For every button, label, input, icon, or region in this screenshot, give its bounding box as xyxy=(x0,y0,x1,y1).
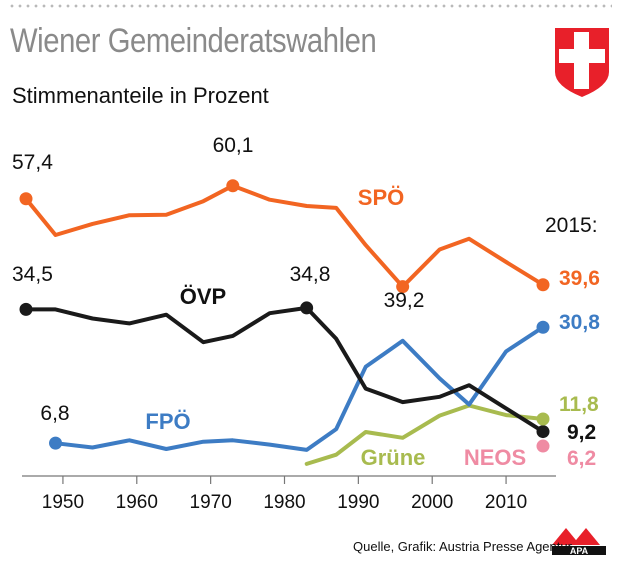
data-label: 34,8 xyxy=(290,263,331,286)
year-marker-label: 2015: xyxy=(545,214,598,237)
data-point-spoe xyxy=(19,192,33,206)
series-label: NEOS xyxy=(464,445,526,470)
data-point-fpoe xyxy=(49,436,63,450)
data-label: 11,8 xyxy=(559,393,599,416)
data-label: 30,8 xyxy=(559,311,600,334)
series-label: FPÖ xyxy=(145,409,190,434)
svg-text:APA: APA xyxy=(570,546,589,556)
data-point-spoe xyxy=(536,278,550,292)
data-point-spoe xyxy=(226,179,240,193)
source-credit: Quelle, Grafik: Austria Presse Agentur xyxy=(353,539,572,554)
data-label: 57,4 xyxy=(12,151,53,174)
data-point-neos xyxy=(536,439,550,453)
data-point-gruene xyxy=(536,412,550,426)
data-point-oevp xyxy=(300,301,314,315)
data-label: 34,5 xyxy=(12,263,53,286)
series-line-spoe xyxy=(24,183,545,289)
x-tick-label: 1960 xyxy=(116,492,158,513)
data-label: 60,1 xyxy=(213,134,254,157)
data-label: 6,2 xyxy=(567,447,596,470)
series-label: ÖVP xyxy=(180,284,226,309)
vienna-coat-of-arms-icon xyxy=(555,28,609,97)
data-point-oevp xyxy=(19,302,33,316)
data-point-oevp xyxy=(536,425,550,439)
x-tick-label: 1990 xyxy=(337,492,379,513)
x-tick-label: 1970 xyxy=(190,492,232,513)
x-tick-label: 2000 xyxy=(411,492,453,513)
dotted-top-border xyxy=(8,4,612,8)
series-line-gruene xyxy=(304,403,545,466)
chart-subtitle: Stimmenanteile in Prozent xyxy=(12,83,269,108)
series-label: SPÖ xyxy=(358,185,404,210)
apa-logo: APA xyxy=(552,528,606,556)
data-point-fpoe xyxy=(536,320,550,334)
chart-title: Wiener Gemeinderatswahlen xyxy=(10,22,377,60)
data-point-spoe xyxy=(396,280,410,294)
series-line-fpoe xyxy=(53,325,545,452)
data-label: 39,2 xyxy=(384,289,425,312)
series-label: Grüne xyxy=(361,445,426,470)
series-line-oevp xyxy=(24,305,545,434)
data-label: 39,6 xyxy=(559,267,600,290)
x-tick-label: 1980 xyxy=(263,492,305,513)
data-label: 9,2 xyxy=(567,421,596,444)
x-tick-label: 1950 xyxy=(42,492,84,513)
x-tick-label: 2010 xyxy=(485,492,527,513)
data-label: 6,8 xyxy=(40,402,69,425)
